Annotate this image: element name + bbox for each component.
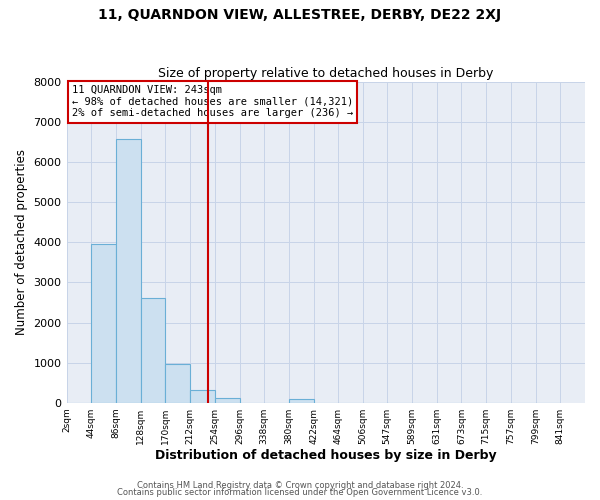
Text: Contains HM Land Registry data © Crown copyright and database right 2024.: Contains HM Land Registry data © Crown c… (137, 480, 463, 490)
Bar (140, 298, 166, 403)
Bar (215, 398, 239, 402)
Bar (116, 139, 140, 402)
Bar (289, 400, 314, 402)
Text: Contains public sector information licensed under the Open Government Licence v3: Contains public sector information licen… (118, 488, 482, 497)
Text: 11 QUARNDON VIEW: 243sqm
← 98% of detached houses are smaller (14,321)
2% of sem: 11 QUARNDON VIEW: 243sqm ← 98% of detach… (72, 86, 353, 118)
Bar (166, 364, 190, 403)
X-axis label: Distribution of detached houses by size in Derby: Distribution of detached houses by size … (155, 450, 497, 462)
Bar (91, 244, 116, 402)
Text: 11, QUARNDON VIEW, ALLESTREE, DERBY, DE22 2XJ: 11, QUARNDON VIEW, ALLESTREE, DERBY, DE2… (98, 8, 502, 22)
Bar (190, 390, 215, 402)
Y-axis label: Number of detached properties: Number of detached properties (15, 150, 28, 336)
Title: Size of property relative to detached houses in Derby: Size of property relative to detached ho… (158, 66, 493, 80)
